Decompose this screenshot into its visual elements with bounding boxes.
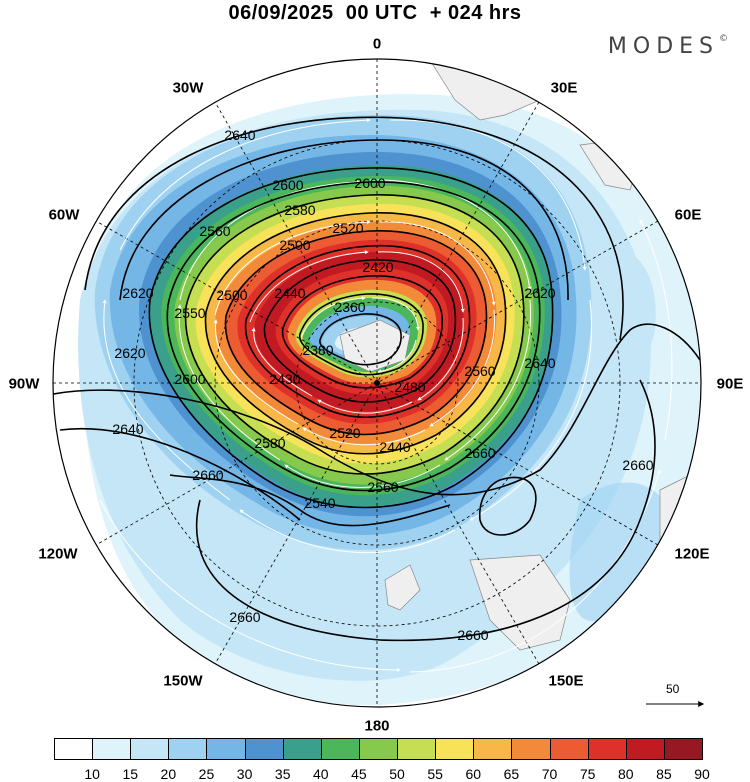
contour-label: 2440: [379, 439, 410, 455]
lon-label-90w: 90W: [8, 375, 40, 393]
colorbar-swatch: [397, 738, 437, 760]
colorbar-tick-label: 45: [351, 766, 367, 782]
colorbar-tick-label: 65: [503, 766, 520, 782]
colorbar-swatch: [244, 738, 284, 760]
brand-name: MODES: [607, 34, 719, 59]
colorbar-swatch: [54, 738, 94, 760]
colorbar-tick-label: 35: [274, 766, 291, 782]
colorbar-tick-label: 30: [236, 766, 253, 782]
colorbar-tick-label: 55: [427, 766, 443, 782]
lon-label-150w: 150W: [163, 672, 203, 690]
brand-logo: MODES©: [608, 34, 728, 59]
contour-label: 2380: [302, 342, 333, 358]
colorbar-tick-label: 40: [313, 766, 329, 782]
colorbar-swatch: [206, 738, 246, 760]
contour-label: 2660: [464, 445, 495, 461]
lon-label-150e: 150E: [548, 672, 584, 690]
lon-label-90e: 90E: [716, 375, 744, 393]
colorbar-swatch: [320, 738, 360, 760]
contour-label: 2440: [274, 285, 305, 301]
colorbar-swatch: [358, 738, 399, 760]
contour-label: 2580: [254, 435, 285, 451]
contour-label: 2500: [216, 287, 247, 303]
contour-label: 2600: [354, 175, 385, 191]
contour-label: 2660: [622, 457, 653, 473]
contour-label: 2430: [269, 371, 300, 387]
contour-label: 2660: [229, 609, 260, 625]
height-contours: [53, 116, 701, 642]
contour-label: 2620: [122, 285, 153, 301]
colorbar-swatch: [168, 738, 208, 760]
colorbar-tick-label: 25: [198, 766, 215, 782]
map-title: 06/09/2025 00 UTC + 024 hrs: [228, 2, 522, 24]
colorbar-tick-label: 15: [122, 766, 139, 782]
colorbar: [54, 738, 703, 762]
contour-label: 2420: [362, 259, 393, 275]
lon-label-30e: 30E: [550, 79, 578, 97]
lon-label-120w: 120W: [38, 545, 78, 563]
colorbar-swatch: [473, 738, 513, 760]
lon-label-0: 0: [372, 35, 382, 53]
lon-label-120e: 120E: [674, 545, 710, 563]
contour-label: 2520: [332, 220, 363, 236]
colorbar-swatch: [511, 738, 551, 760]
contour-label: 2360: [334, 299, 365, 315]
contour-label: 2620: [524, 285, 555, 301]
lon-label-60w: 60W: [48, 206, 80, 224]
contour-label: 2640: [224, 127, 255, 143]
brand-mark: ©: [719, 34, 728, 44]
contour-label: 2550: [174, 305, 205, 321]
colorbar-tick-label: 50: [389, 766, 405, 782]
contour-label-layer: 2640 2600 2600 2580 2520 2500 2420 2560 …: [112, 127, 653, 643]
colorbar-tick-label: 10: [84, 766, 100, 782]
colorbar-tick-label: 60: [465, 766, 482, 782]
contour-label: 2560: [199, 223, 230, 239]
colorbar-swatch: [282, 738, 322, 760]
colorbar-tick-label: 85: [656, 766, 672, 782]
wind-speed-shading: [53, 59, 701, 707]
contour-label: 2560: [464, 363, 495, 379]
colorbar-swatch: [92, 738, 132, 760]
contour-label: 2540: [304, 495, 335, 511]
lon-label-30w: 30W: [172, 79, 204, 97]
reference-vector-label: 50: [666, 682, 680, 696]
contour-label: 2640: [112, 421, 143, 437]
contour-label: 2500: [279, 237, 310, 253]
colorbar-tick-label: 70: [541, 766, 558, 782]
colorbar-swatch: [130, 738, 170, 760]
colorbar-swatch: [587, 738, 627, 760]
colorbar-swatch: [549, 738, 589, 760]
contour-label: 2660: [457, 627, 488, 643]
colorbar-swatch: [435, 738, 475, 760]
colorbar-tick-label: 80: [617, 766, 634, 782]
colorbar-tick-label: 20: [160, 766, 177, 782]
contour-label: 2560: [367, 479, 398, 495]
map-boundary: [52, 58, 702, 708]
contour-label: 2480: [394, 379, 425, 395]
contour-label: 2600: [272, 177, 303, 193]
pole-marker: [374, 380, 380, 386]
contour-label: 2580: [284, 202, 315, 218]
colorbar-swatch: [663, 738, 703, 760]
contour-label: 2620: [114, 345, 145, 361]
colorbar-swatch: [625, 738, 665, 760]
lon-label-180: 180: [364, 717, 390, 735]
contour-label: 2520: [329, 425, 360, 441]
colorbar-tick-label: 90: [694, 766, 710, 782]
colorbar-tick-label: 75: [579, 766, 596, 782]
contour-label: 2600: [174, 371, 205, 387]
contour-label: 2640: [524, 355, 555, 371]
contour-label: 2660: [192, 467, 223, 483]
lon-label-60e: 60E: [674, 206, 702, 224]
